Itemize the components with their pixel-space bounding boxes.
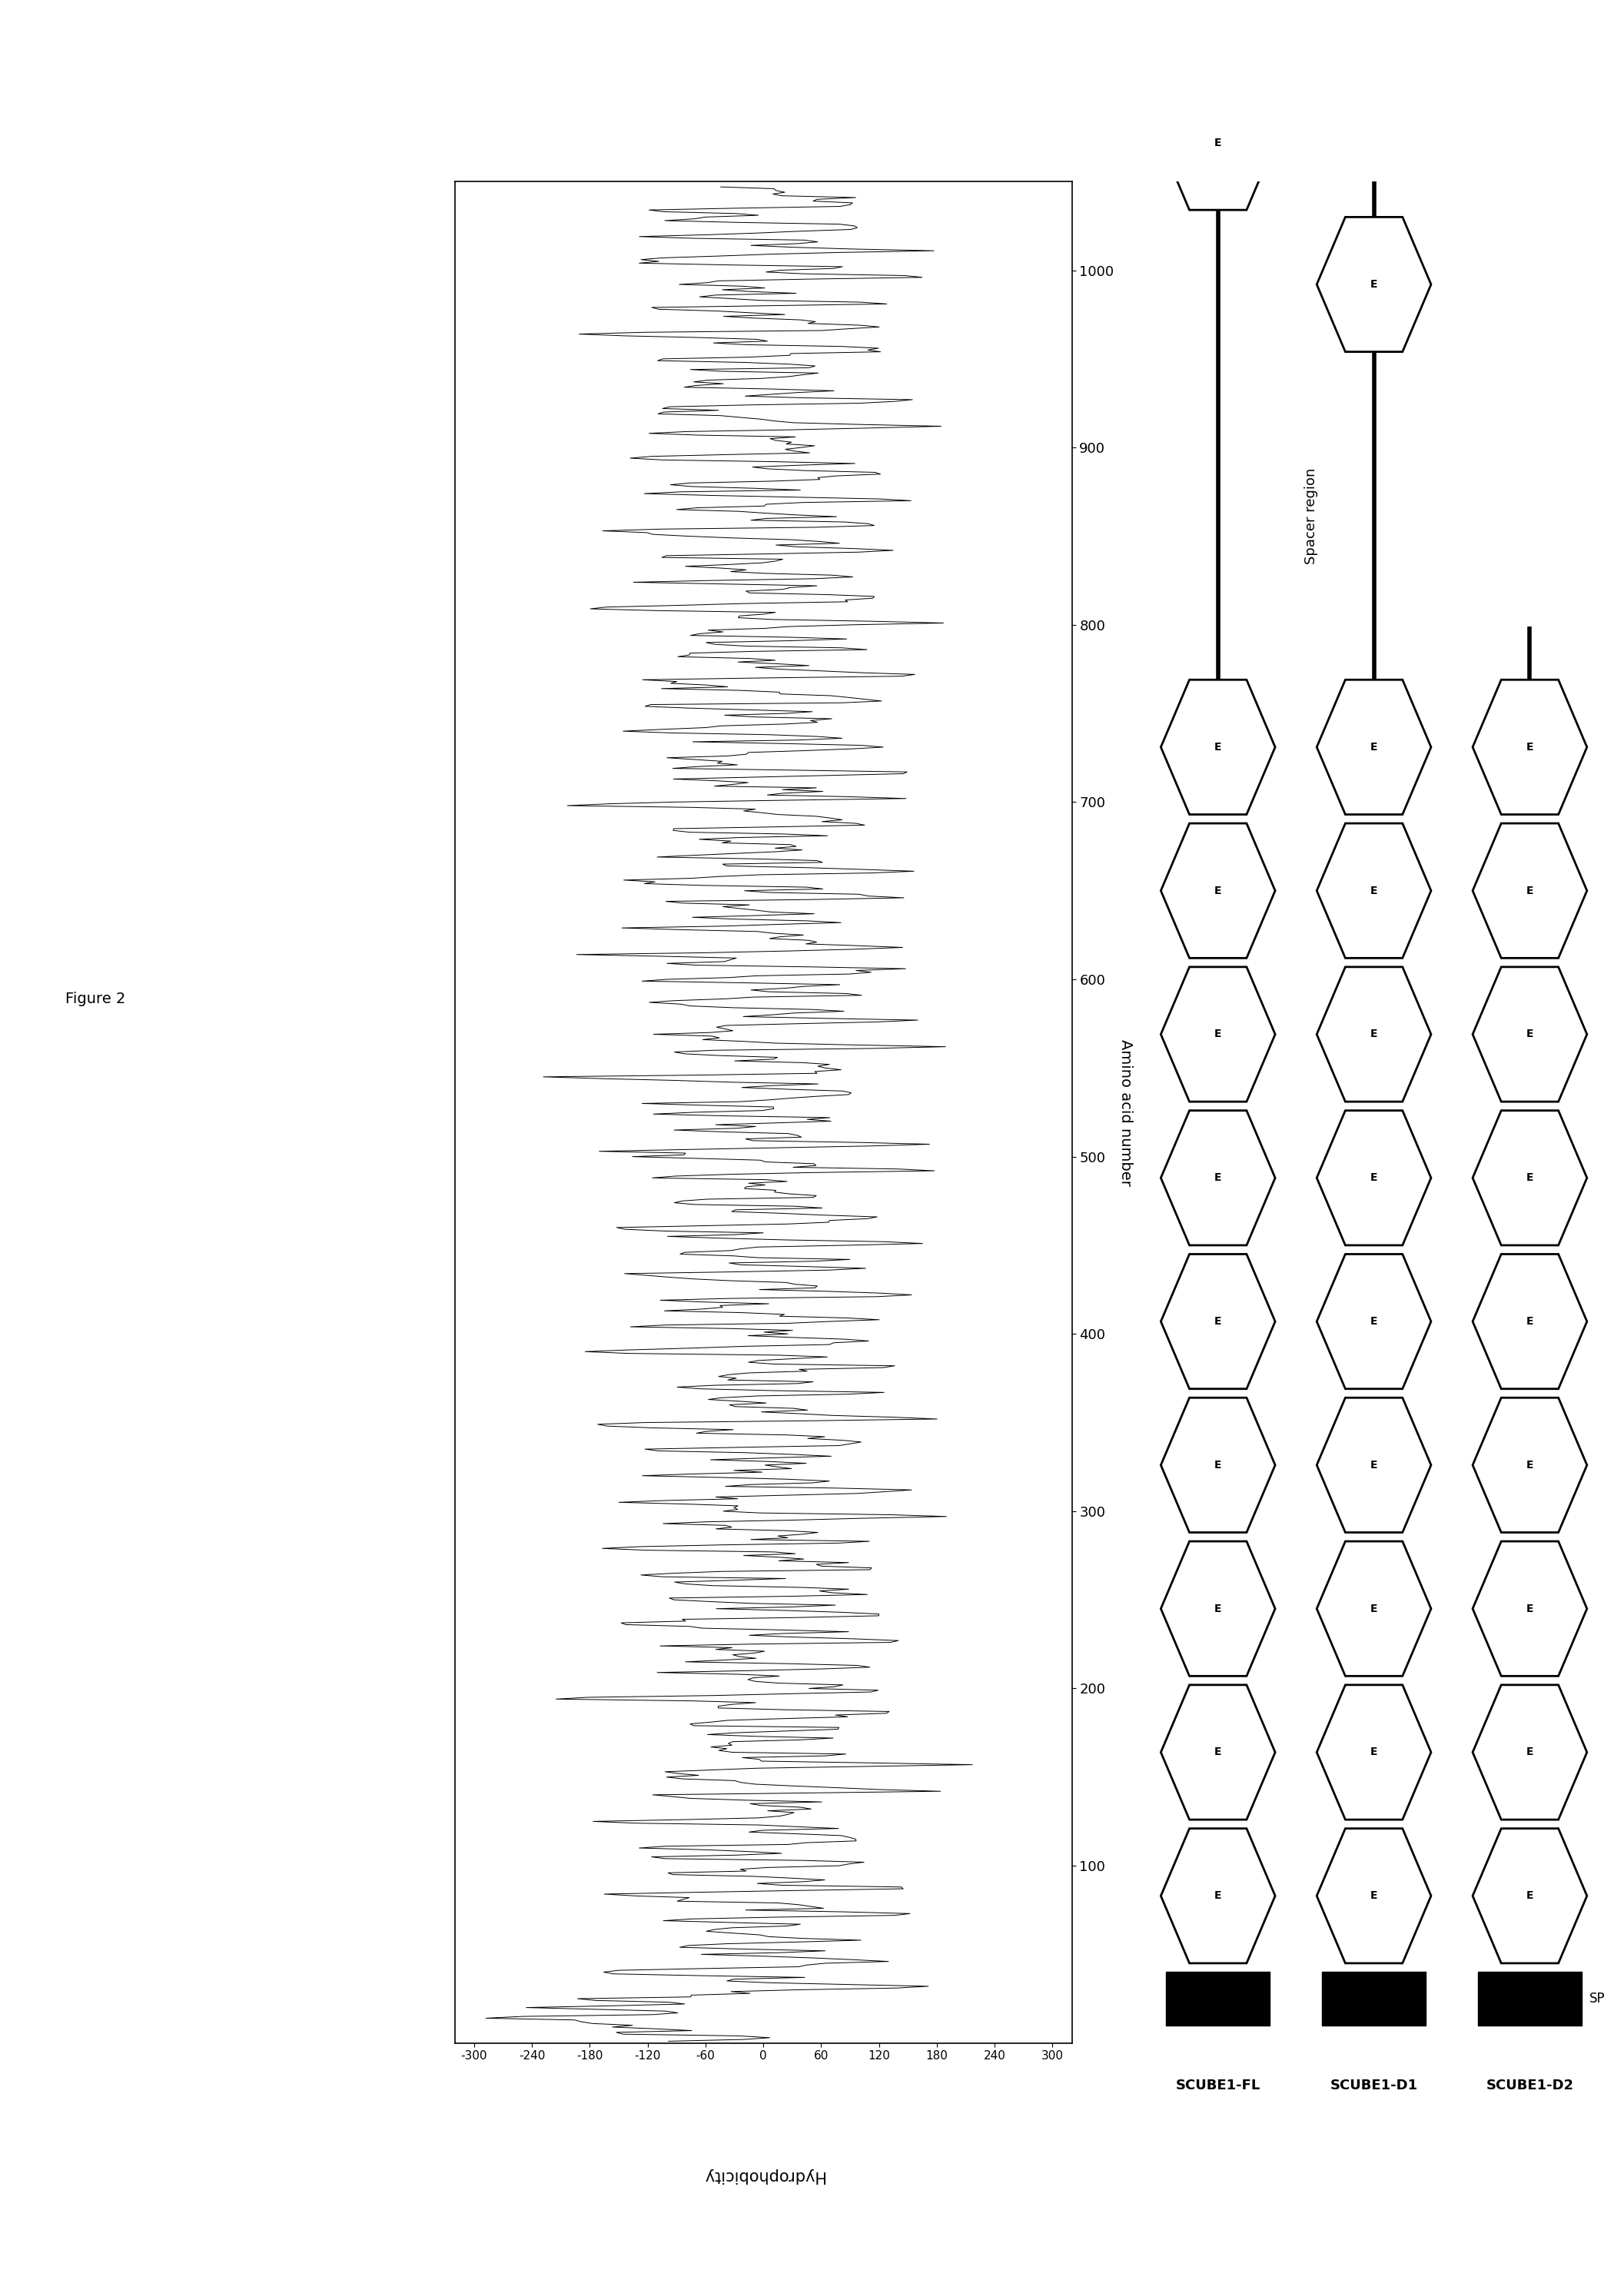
Text: SP: SP (1590, 1991, 1606, 2007)
Polygon shape (1161, 1398, 1275, 1532)
Text: E: E (1371, 885, 1377, 897)
Polygon shape (1473, 824, 1587, 958)
Text: Figure 2: Figure 2 (65, 992, 125, 1006)
Text: E: E (1215, 1028, 1221, 1040)
Text: Spacer region: Spacer region (1304, 468, 1319, 563)
Text: E: E (1215, 742, 1221, 751)
Polygon shape (1317, 1253, 1431, 1389)
Text: E: E (1371, 1028, 1377, 1040)
Text: SCUBE1-D1: SCUBE1-D1 (1330, 2079, 1418, 2093)
Text: E: E (1527, 1028, 1533, 1040)
Text: E: E (1215, 1460, 1221, 1471)
Text: E: E (1215, 136, 1221, 148)
Polygon shape (1473, 1253, 1587, 1389)
Text: E: E (1527, 1603, 1533, 1614)
Polygon shape (1317, 824, 1431, 958)
Polygon shape (1161, 1830, 1275, 1964)
Polygon shape (1317, 1398, 1431, 1532)
Polygon shape (1317, 1684, 1431, 1821)
Polygon shape (1317, 1830, 1431, 1964)
Polygon shape (1473, 967, 1587, 1101)
Text: E: E (1371, 742, 1377, 751)
Text: E: E (1371, 1891, 1377, 1902)
Text: E: E (1371, 1603, 1377, 1614)
Polygon shape (1473, 1541, 1587, 1675)
Polygon shape (1317, 1110, 1431, 1246)
Bar (1166, 1973, 1270, 2025)
Text: E: E (1527, 1460, 1533, 1471)
Polygon shape (1161, 1684, 1275, 1821)
Bar (1478, 1973, 1582, 2025)
Text: E: E (1371, 1174, 1377, 1183)
Text: E: E (1371, 1748, 1377, 1757)
Polygon shape (1161, 1253, 1275, 1389)
Polygon shape (1317, 967, 1431, 1101)
Polygon shape (1161, 824, 1275, 958)
Text: E: E (1527, 742, 1533, 751)
Polygon shape (1473, 1398, 1587, 1532)
Text: E: E (1527, 885, 1533, 897)
Text: E: E (1215, 1317, 1221, 1328)
Text: E: E (1215, 1748, 1221, 1757)
Polygon shape (1317, 1541, 1431, 1675)
Polygon shape (1473, 1110, 1587, 1246)
Polygon shape (1317, 679, 1431, 815)
Polygon shape (1161, 75, 1275, 209)
Text: E: E (1371, 279, 1377, 291)
Y-axis label: Amino acid number: Amino acid number (1119, 1040, 1134, 1185)
Bar (1322, 1973, 1426, 2025)
Text: E: E (1527, 1174, 1533, 1183)
Text: E: E (1371, 1460, 1377, 1471)
Polygon shape (1473, 1684, 1587, 1821)
Text: SCUBE1-FL: SCUBE1-FL (1176, 2079, 1260, 2093)
Text: E: E (1215, 1174, 1221, 1183)
Text: E: E (1527, 1317, 1533, 1328)
Text: E: E (1527, 1891, 1533, 1902)
Text: E: E (1371, 1317, 1377, 1328)
Polygon shape (1317, 218, 1431, 352)
Text: E: E (1215, 1891, 1221, 1902)
Text: SCUBE1-D2: SCUBE1-D2 (1486, 2079, 1574, 2093)
Text: Hydrophobicity: Hydrophobicity (703, 2168, 823, 2184)
Polygon shape (1161, 1110, 1275, 1246)
Text: E: E (1215, 1603, 1221, 1614)
Polygon shape (1473, 679, 1587, 815)
Polygon shape (1161, 679, 1275, 815)
Polygon shape (1473, 1830, 1587, 1964)
Polygon shape (1161, 967, 1275, 1101)
Text: E: E (1215, 885, 1221, 897)
Text: E: E (1527, 1748, 1533, 1757)
Polygon shape (1161, 1541, 1275, 1675)
